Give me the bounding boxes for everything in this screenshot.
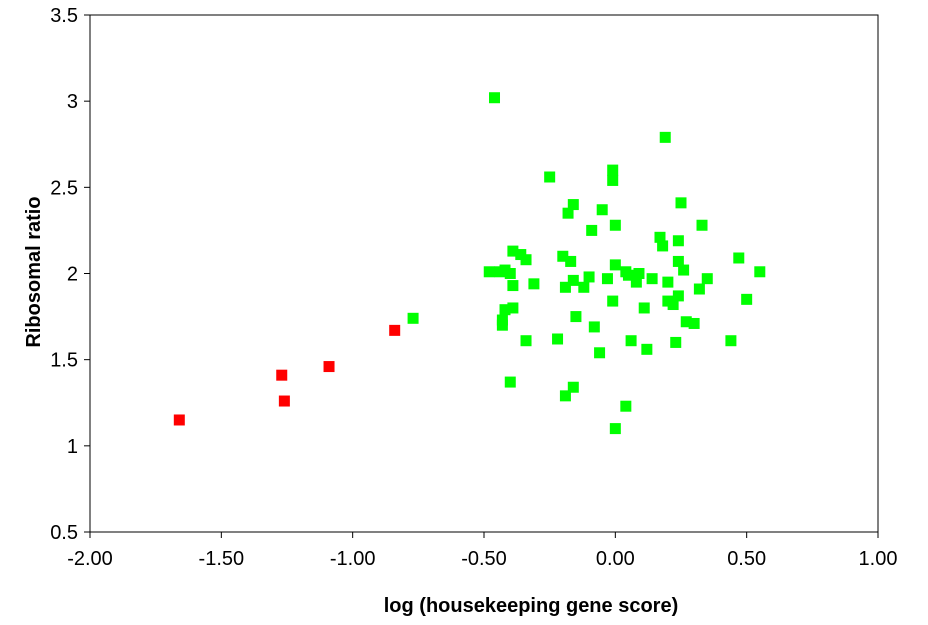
y-tick-label: 2 (67, 264, 78, 286)
x-tick-label: -1.00 (330, 548, 376, 570)
y-tick-label: 3 (67, 91, 78, 113)
data-point (499, 304, 511, 316)
data-point (559, 390, 571, 402)
data-point (596, 204, 608, 216)
data-point (754, 266, 766, 278)
data-point (276, 369, 288, 381)
y-tick-label: 1.5 (50, 350, 78, 372)
data-point (278, 395, 290, 407)
data-point (507, 302, 519, 314)
data-point (567, 274, 579, 286)
y-axis-title: Ribosomal ratio (23, 196, 45, 347)
axes (84, 14, 879, 538)
data-point (567, 381, 579, 393)
data-point (544, 171, 556, 183)
y-tick-label: 2.5 (50, 177, 78, 199)
data-point (557, 250, 569, 262)
data-point (507, 280, 519, 292)
data-point (696, 219, 708, 231)
data-point (672, 235, 684, 247)
x-tick-label: -1.50 (199, 548, 245, 570)
data-point (675, 197, 687, 209)
tick-labels: -2.00 -1.50 -1.00 -0.50 0.00 0.50 1.00 0.5 1 1.5 2… (50, 5, 897, 570)
x-tick-label: -2.00 (67, 548, 113, 570)
data-point (622, 269, 634, 281)
data-point (646, 273, 658, 285)
data-point (483, 266, 495, 278)
data-point (667, 299, 679, 311)
data-point (633, 268, 645, 279)
data-point (693, 283, 705, 295)
data-point (520, 254, 532, 266)
data-point (630, 276, 642, 288)
data-point (607, 174, 619, 186)
data-point (173, 414, 185, 426)
data-point (559, 281, 571, 293)
data-point (688, 317, 700, 329)
data-point (583, 271, 595, 283)
data-point (733, 252, 745, 264)
data-point (609, 423, 621, 435)
data-point (641, 343, 653, 355)
data-point (678, 264, 690, 276)
data-point (672, 290, 684, 302)
data-point (625, 335, 637, 347)
data-point (586, 224, 598, 236)
data-point (570, 311, 582, 323)
data-point (507, 245, 519, 257)
data-point (389, 324, 401, 336)
data-point (567, 199, 579, 211)
data-point (588, 321, 600, 333)
data-point (504, 376, 516, 388)
data-point (609, 259, 621, 271)
data-point (407, 312, 419, 324)
y-tick-label: 0.5 (50, 522, 78, 544)
x-tick-label: 1.00 (859, 548, 898, 570)
data-point (528, 278, 540, 290)
y-tick-label: 1 (67, 436, 78, 458)
data-point (504, 268, 516, 279)
data-point (496, 319, 508, 331)
data-point (662, 276, 674, 288)
data-point (594, 347, 606, 359)
data-point (701, 273, 713, 285)
data-point (654, 231, 666, 243)
data-point (620, 400, 632, 412)
data-point (670, 336, 682, 348)
data-point (725, 335, 737, 347)
data-point (607, 295, 619, 307)
data-point (659, 131, 671, 143)
data-point (741, 293, 753, 305)
data-point (489, 92, 501, 104)
data-point (552, 333, 564, 345)
series-0 (173, 324, 401, 426)
data-point (601, 273, 613, 285)
data-point (638, 302, 650, 314)
data-point (680, 316, 692, 328)
data-point (578, 281, 590, 293)
data-point (609, 219, 621, 231)
data-points (173, 92, 766, 435)
data-point (562, 207, 574, 219)
x-tick-label: -0.50 (461, 548, 507, 570)
data-point (657, 240, 669, 252)
x-tick-label: 0.00 (596, 548, 635, 570)
x-tick-label: 0.50 (727, 548, 766, 570)
data-point (607, 164, 619, 176)
series-1 (407, 92, 766, 435)
y-tick-label: 3.5 (50, 5, 78, 27)
data-point (672, 255, 684, 267)
x-axis-title: log (housekeeping gene score) (384, 595, 679, 617)
data-point (565, 255, 577, 267)
data-point (323, 361, 335, 373)
data-point (520, 335, 532, 347)
